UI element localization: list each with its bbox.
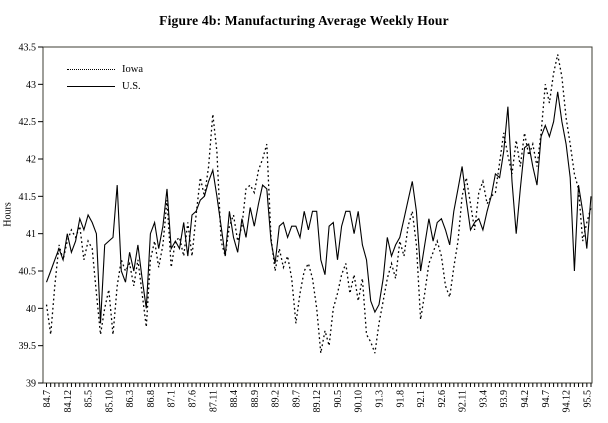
- legend-item-iowa: Iowa: [67, 61, 143, 78]
- x-axis-tick-label: 84.7: [42, 390, 53, 408]
- x-axis-tick-label: 89.7: [291, 390, 302, 408]
- y-axis-tick-label: 43: [26, 80, 36, 91]
- x-axis-tick-label: 89.2: [271, 390, 282, 408]
- x-axis-tick-label: 92.1: [416, 390, 427, 408]
- legend: Iowa U.S.: [67, 61, 143, 95]
- us-series-line: [45, 91, 592, 324]
- x-axis-tick-label: 86.3: [125, 390, 136, 408]
- x-axis-tick-label: 85.10: [104, 390, 115, 413]
- plot-border: [42, 46, 593, 384]
- x-axis-tick-label: 91.8: [395, 390, 406, 408]
- x-axis-tick-label: 86.8: [146, 390, 157, 408]
- iowa-series-line: [45, 54, 592, 354]
- x-axis-tick-label: 94.7: [541, 390, 552, 408]
- y-axis-tick-label: 41: [26, 229, 36, 240]
- us-solid-line-sample: [67, 86, 115, 87]
- legend-item-us: U.S.: [67, 78, 143, 95]
- y-axis-tick-label: 43.5: [19, 43, 37, 54]
- iowa-dotted-line-sample: [67, 69, 115, 70]
- x-axis-tick-label: 94.12: [562, 390, 573, 413]
- x-axis-tick-label: 87.11: [208, 390, 219, 412]
- x-axis-tick-label: 87.6: [187, 390, 198, 408]
- legend-label-us: U.S.: [122, 81, 141, 92]
- x-axis-tick-label: 88.4: [229, 390, 240, 408]
- legend-label-iowa: Iowa: [122, 64, 143, 75]
- y-axis-tick-label: 39.5: [19, 341, 37, 352]
- x-axis-tick-label: 91.3: [375, 390, 386, 408]
- y-axis-tick-label: 39: [26, 379, 36, 390]
- x-axis-tick-label: 84.12: [63, 390, 74, 413]
- y-axis-tick-label: 42: [26, 155, 36, 166]
- x-axis-tick-label: 85.5: [84, 390, 95, 408]
- x-axis-tick-label: 90.5: [333, 390, 344, 408]
- chart-title: Figure 4b: Manufacturing Average Weekly …: [159, 13, 449, 28]
- x-axis-tick-label: 90.10: [354, 390, 365, 413]
- x-axis-tick-label: 94.2: [520, 390, 531, 408]
- y-axis-tick-label: 40: [26, 304, 36, 315]
- x-axis-tick-label: 93.4: [478, 390, 489, 408]
- x-axis-tick-label: 87.1: [167, 390, 178, 408]
- y-axis-tick-label: 42.5: [19, 117, 37, 128]
- x-axis-tick-label: 92.11: [458, 390, 469, 412]
- y-axis-tick-label: 40.5: [19, 267, 37, 278]
- x-axis-tick-label: 93.9: [499, 390, 510, 408]
- y-axis-tick-label: 41.5: [19, 192, 37, 203]
- x-axis-tick-label: 88.9: [250, 390, 261, 408]
- x-axis-tick-label: 92.6: [437, 390, 448, 408]
- x-axis-tick-label: 89.12: [312, 390, 323, 413]
- x-axis-tick-label: 95.5: [582, 390, 593, 408]
